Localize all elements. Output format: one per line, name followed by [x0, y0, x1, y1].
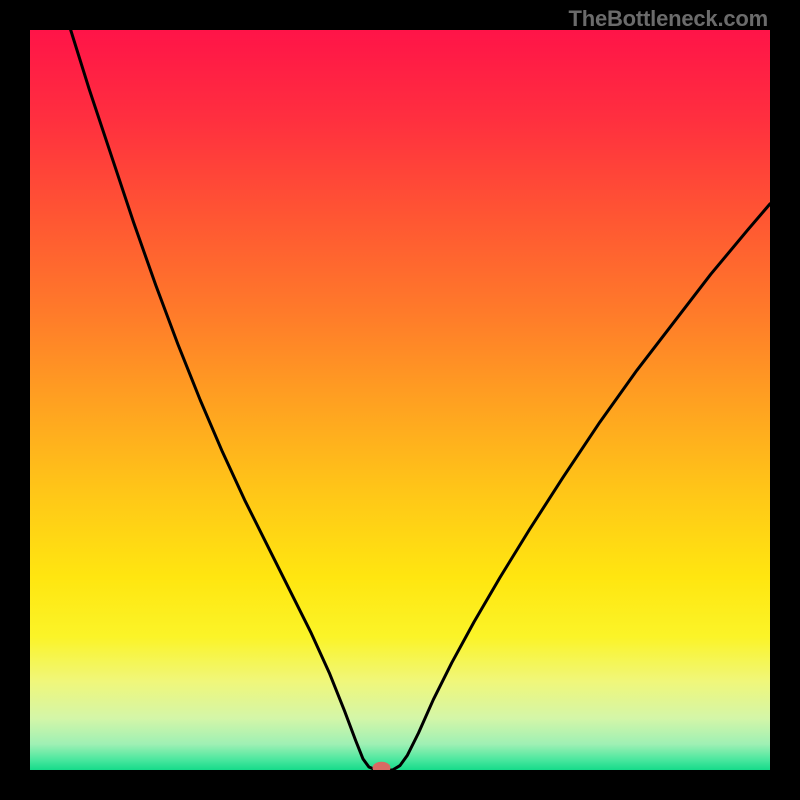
plot-svg	[30, 30, 770, 770]
watermark-text: TheBottleneck.com	[568, 6, 768, 32]
chart-frame: TheBottleneck.com	[0, 0, 800, 800]
gradient-background	[30, 30, 770, 770]
plot-area	[30, 30, 770, 770]
